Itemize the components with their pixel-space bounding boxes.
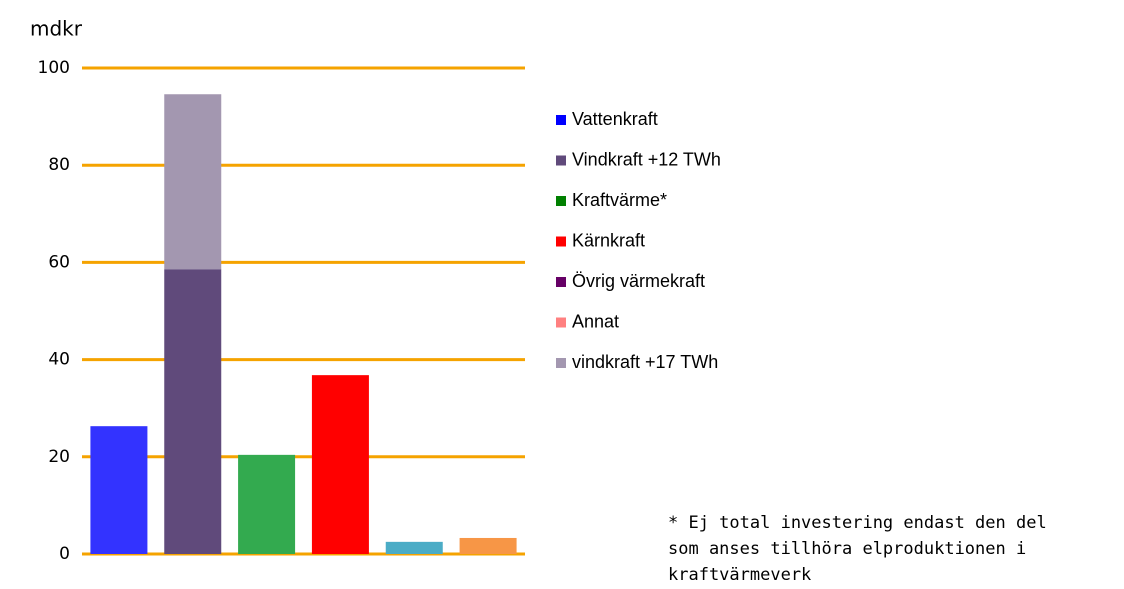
legend-label: Övrig värmekraft xyxy=(572,271,705,291)
y-tick-label: 20 xyxy=(48,447,70,467)
legend-label: Annat xyxy=(572,311,619,331)
bar xyxy=(238,454,296,554)
legend-label: Vattenkraft xyxy=(572,109,658,129)
legend-swatch xyxy=(556,115,566,125)
legend-swatch xyxy=(556,155,566,166)
annotation: som anses tillhöra elproduktionen i xyxy=(668,539,1026,559)
y-tick-label: 80 xyxy=(48,155,70,175)
bar xyxy=(311,375,369,554)
annotation: * Ej total investering endast den del xyxy=(668,513,1047,533)
legend-label: Kraftvärme* xyxy=(572,190,667,210)
y-tick-label: 60 xyxy=(48,252,70,272)
legend-label: Kärnkraft xyxy=(572,230,645,250)
legend-swatch xyxy=(556,236,566,247)
annotation: kraftvärmeverk xyxy=(668,565,811,585)
y-tick-label: 0 xyxy=(59,544,70,564)
legend-swatch xyxy=(556,317,566,328)
legend-swatch xyxy=(556,358,566,368)
legend-swatch xyxy=(556,277,566,287)
legend-label: Vindkraft +12 TWh xyxy=(572,149,721,169)
bar xyxy=(385,541,443,554)
bar xyxy=(164,269,222,554)
legend-swatch xyxy=(556,196,566,206)
y-tick-label: 40 xyxy=(48,350,70,370)
y-axis-label: mdkr xyxy=(30,17,83,41)
legend-label: vindkraft +17 TWh xyxy=(572,352,718,372)
bar xyxy=(164,94,222,270)
bar xyxy=(90,426,148,554)
bar xyxy=(459,537,517,554)
y-tick-label: 100 xyxy=(38,58,70,78)
